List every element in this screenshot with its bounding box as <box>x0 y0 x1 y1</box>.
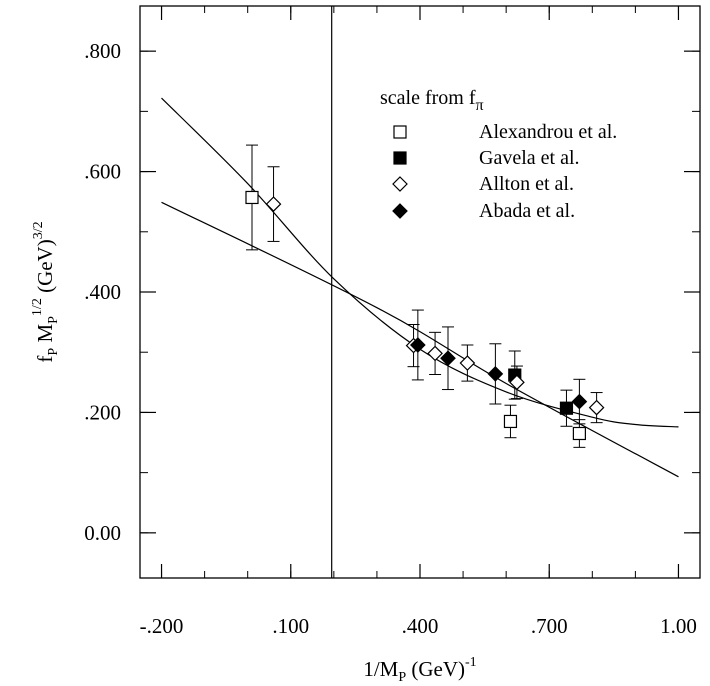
y-tick-label: .800 <box>84 39 121 63</box>
legend-marker-open-diamond <box>392 176 408 192</box>
data-point-open-diamond <box>459 355 476 371</box>
data-point-filled-diamond <box>440 350 456 367</box>
data-point-filled-diamond <box>571 393 588 410</box>
legend-label: Abada et al. <box>479 200 575 222</box>
legend-label: Gavela et al. <box>479 147 580 169</box>
y-tick-label: .600 <box>84 160 121 184</box>
data-point-open-diamond <box>427 345 443 362</box>
data-points <box>245 144 605 448</box>
legend-label: Allton et al. <box>479 173 574 195</box>
x-axis-title: 1/MP (GeV)-1 <box>363 655 476 685</box>
data-point-filled-diamond <box>487 366 504 382</box>
x-tick-label: -.200 <box>140 614 184 638</box>
data-point-open-diamond <box>588 399 605 416</box>
x-tick-label: .700 <box>531 614 568 638</box>
legend: scale from fπ Alexandrou et al. Gavela et… <box>380 87 617 222</box>
y-tick-label: .400 <box>84 280 121 304</box>
data-point-open-diamond <box>265 196 282 212</box>
x-tick-label: .100 <box>272 614 309 638</box>
legend-label: Alexandrou et al. <box>479 121 617 143</box>
legend-title: scale from fπ <box>380 87 484 114</box>
data-point-open-square <box>245 190 259 205</box>
data-point-open-square <box>572 426 586 441</box>
fit-curves <box>161 97 679 478</box>
y-tick-labels: 0.00 .200 .400 .600 .800 <box>84 39 121 545</box>
y-axis-title: fP MP1/2 (GeV)3/2 <box>30 221 61 362</box>
data-point-open-diamond <box>509 374 525 391</box>
legend-marker-filled-diamond <box>392 203 408 219</box>
x-tick-labels: -.200 .100 .400 .700 1.00 <box>140 614 697 638</box>
legend-marker-filled-square <box>393 151 407 165</box>
x-tick-label: .400 <box>402 614 439 638</box>
y-tick-label: .200 <box>84 400 121 424</box>
tick-marks <box>140 6 700 578</box>
legend-marker-open-square <box>393 125 407 139</box>
fit-curve-quadratic <box>161 97 679 428</box>
data-point-open-square <box>503 414 518 429</box>
y-tick-label: 0.00 <box>84 521 121 545</box>
data-point-filled-square <box>559 401 574 415</box>
x-tick-label: 1.00 <box>660 614 697 638</box>
data-point-filled-diamond <box>409 337 426 353</box>
